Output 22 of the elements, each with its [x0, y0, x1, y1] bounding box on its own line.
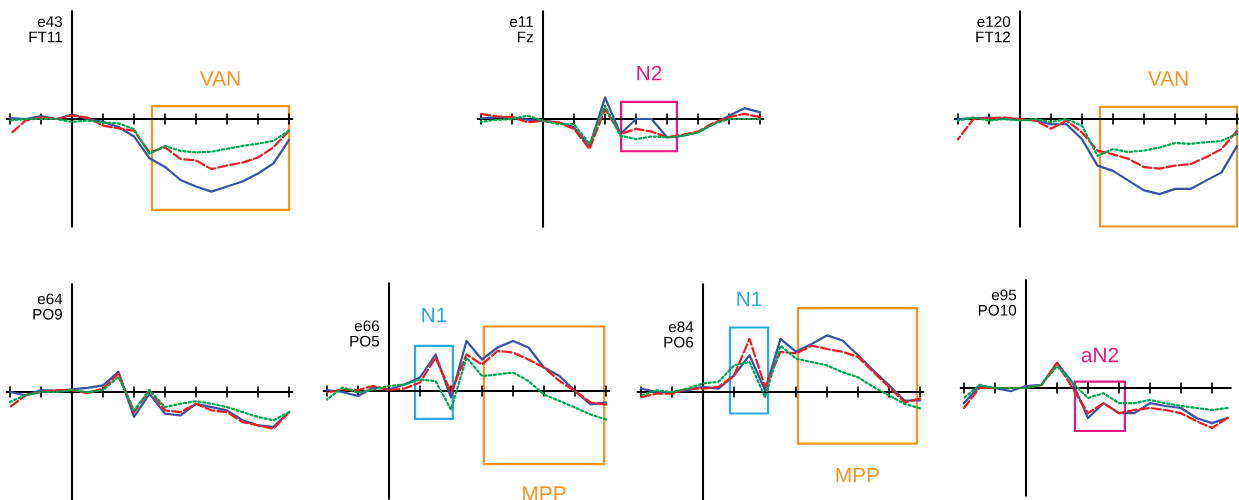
- chart-title: e11: [509, 16, 533, 28]
- chart-subtitle: FT12: [976, 31, 1010, 43]
- text: N2: [637, 65, 662, 81]
- text: N1: [422, 307, 447, 323]
- chart-title: e66: [354, 320, 380, 332]
- text: MPP: [523, 486, 566, 500]
- chart-title: e120: [977, 16, 1011, 28]
- chart-subtitle: PO10: [978, 304, 1017, 316]
- chart-subtitle: FT11: [29, 31, 62, 43]
- chart-title: e43: [37, 16, 63, 28]
- chart-title: e95: [991, 289, 1017, 301]
- chart-title: e64: [37, 293, 63, 305]
- text: MPP: [836, 468, 879, 483]
- chart-subtitle: Fz: [517, 31, 533, 43]
- chart-subtitle: PO9: [33, 308, 62, 320]
- chart-title: e84: [668, 321, 694, 333]
- text: aN2: [1081, 347, 1118, 363]
- chart-subtitle: PO6: [664, 336, 694, 348]
- text: VAN: [199, 71, 240, 86]
- chart-subtitle: PO5: [350, 335, 380, 347]
- text: VAN: [1147, 71, 1188, 86]
- text: N1: [737, 291, 762, 306]
